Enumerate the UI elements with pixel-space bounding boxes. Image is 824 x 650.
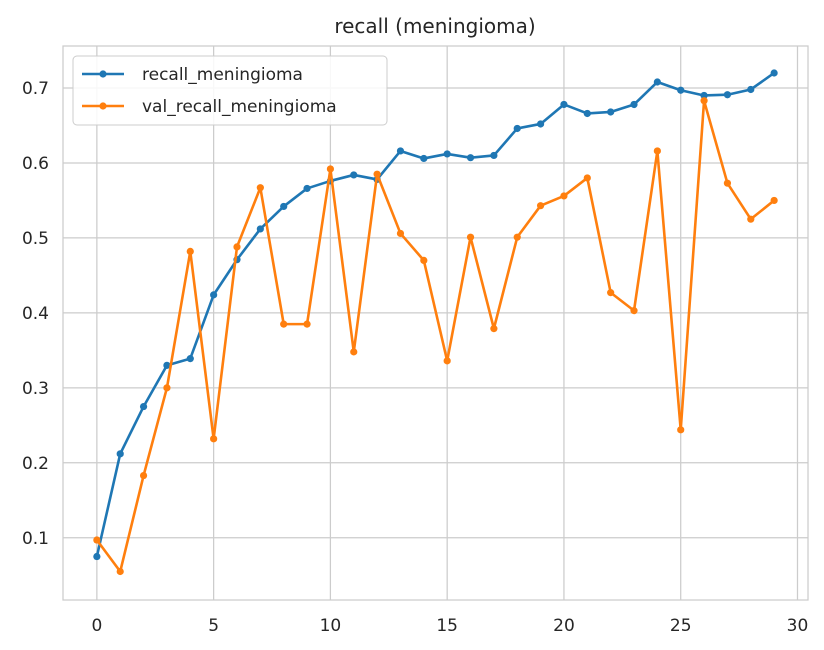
data-point bbox=[443, 357, 451, 365]
x-tick-label: 20 bbox=[553, 616, 575, 636]
series-layer bbox=[93, 69, 778, 576]
y-tick-label: 0.4 bbox=[22, 304, 49, 324]
data-point bbox=[350, 171, 358, 179]
data-point bbox=[770, 69, 778, 77]
y-tick-label: 0.7 bbox=[22, 79, 49, 99]
data-point bbox=[607, 108, 615, 116]
data-point bbox=[280, 320, 288, 328]
data-point bbox=[583, 109, 591, 118]
data-point bbox=[210, 435, 218, 443]
x-tick-label: 30 bbox=[787, 616, 809, 636]
data-point bbox=[513, 233, 521, 241]
data-point bbox=[583, 174, 591, 182]
data-point bbox=[326, 165, 335, 173]
legend-item: recall_meningioma bbox=[82, 65, 303, 85]
y-tick-label: 0.5 bbox=[22, 229, 49, 249]
data-point bbox=[677, 426, 685, 434]
series-val_recall_meningioma bbox=[93, 97, 778, 576]
grid bbox=[63, 46, 808, 600]
legend-box bbox=[72, 55, 388, 126]
data-point bbox=[396, 147, 405, 155]
data-point bbox=[256, 225, 264, 233]
data-point bbox=[163, 384, 171, 392]
data-point bbox=[139, 471, 148, 480]
x-tick-label: 15 bbox=[436, 616, 458, 636]
data-point bbox=[186, 355, 194, 363]
data-point bbox=[630, 307, 638, 315]
data-point bbox=[350, 348, 358, 356]
legend-marker bbox=[99, 102, 107, 110]
legend-marker bbox=[99, 70, 107, 78]
legend: recall_meningioma val_recall_meningioma bbox=[72, 55, 388, 126]
data-point bbox=[490, 325, 498, 333]
data-point bbox=[373, 170, 381, 178]
data-point bbox=[210, 291, 218, 299]
data-point bbox=[490, 151, 498, 160]
data-point bbox=[116, 567, 124, 576]
data-point bbox=[93, 536, 101, 544]
series-line bbox=[95, 71, 776, 558]
y-tick-label: 0.2 bbox=[22, 454, 49, 474]
data-point bbox=[700, 91, 708, 100]
data-point bbox=[420, 256, 428, 265]
data-point bbox=[466, 154, 475, 162]
data-point bbox=[700, 97, 708, 105]
data-point bbox=[163, 361, 171, 369]
data-point bbox=[466, 233, 475, 241]
plot-frame bbox=[62, 45, 809, 601]
y-tick-label: 0.1 bbox=[22, 529, 49, 549]
data-point bbox=[630, 100, 638, 109]
series-recall_meningioma bbox=[93, 69, 778, 561]
data-point bbox=[560, 192, 568, 200]
x-tick-label: 25 bbox=[670, 616, 692, 636]
data-point bbox=[186, 247, 194, 256]
data-point bbox=[536, 120, 545, 128]
x-tick-labels: 0 5 10 15 20 25 30 bbox=[91, 616, 808, 636]
legend-item: val_recall_meningioma bbox=[82, 97, 337, 117]
data-point bbox=[303, 320, 311, 328]
data-point bbox=[560, 100, 568, 109]
data-point bbox=[420, 154, 428, 163]
data-point bbox=[116, 450, 124, 458]
data-point bbox=[303, 184, 311, 193]
data-point bbox=[607, 289, 615, 297]
data-point bbox=[747, 215, 755, 223]
data-point bbox=[677, 86, 685, 94]
data-point bbox=[256, 184, 264, 192]
x-tick-label: 10 bbox=[320, 616, 342, 636]
data-point bbox=[723, 91, 732, 99]
data-point bbox=[723, 179, 732, 187]
x-tick-label: 5 bbox=[208, 616, 219, 636]
data-point bbox=[747, 85, 755, 94]
data-point bbox=[93, 552, 101, 561]
legend-label: recall_meningioma bbox=[142, 65, 303, 85]
series-line bbox=[95, 99, 776, 573]
legend-label: val_recall_meningioma bbox=[142, 97, 337, 117]
data-point bbox=[396, 229, 405, 238]
data-point bbox=[536, 202, 545, 210]
y-tick-labels: 0.1 0.2 0.3 0.4 0.5 0.6 0.7 bbox=[22, 79, 49, 549]
data-point bbox=[233, 243, 241, 251]
data-point bbox=[653, 147, 661, 155]
data-point bbox=[770, 196, 778, 205]
x-tick-label: 0 bbox=[91, 616, 102, 636]
data-point bbox=[653, 78, 661, 86]
data-point bbox=[513, 124, 521, 133]
data-point bbox=[280, 202, 288, 211]
y-tick-label: 0.6 bbox=[22, 154, 49, 174]
chart-title: recall (meningioma) bbox=[334, 14, 535, 38]
y-tick-label: 0.3 bbox=[22, 379, 49, 399]
data-point bbox=[443, 150, 451, 158]
data-point bbox=[139, 402, 148, 411]
